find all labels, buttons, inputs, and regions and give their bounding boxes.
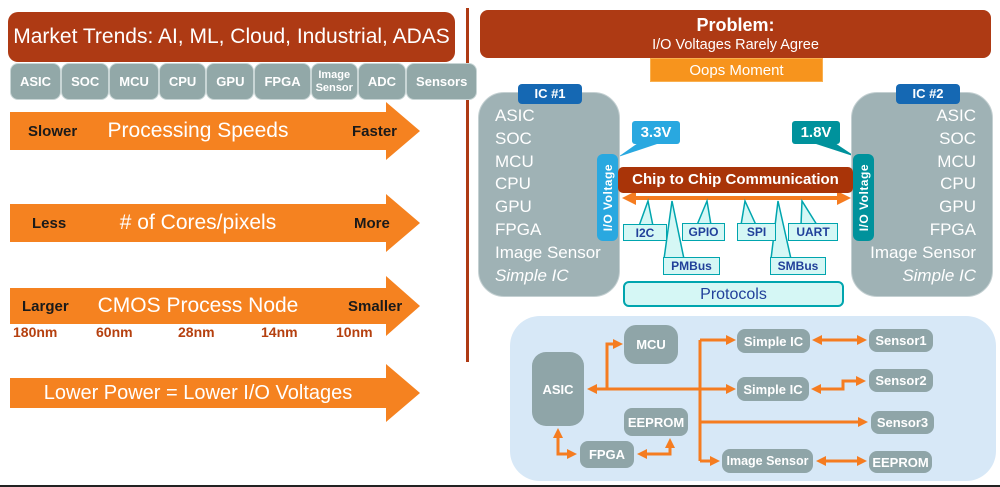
ic1-item: CPU [495, 174, 531, 194]
network-node-eeprom-a: EEPROM [624, 408, 688, 436]
network-node-eeprom-b: EEPROM [869, 451, 932, 473]
chip-mcu: MCU [109, 63, 159, 100]
voltage-callout-33: 3.3V [632, 121, 680, 144]
node-180nm: 180nm [13, 324, 58, 340]
ic1-box: ASIC SOC MCU CPU GPU FPGA Image Sensor S… [478, 92, 620, 297]
arrow3-center-label: CMOS Process Node [97, 294, 299, 317]
node-10nm: 10nm [336, 324, 373, 340]
ic2-list: ASIC SOC MCU CPU GPU FPGA Image Sensor S… [852, 93, 992, 287]
network-node-simple-ic-2: Simple IC [737, 377, 809, 401]
voltage-callout-18: 1.8V [792, 121, 840, 144]
network-node-sensor1: Sensor1 [869, 329, 933, 352]
spi-tail [740, 198, 758, 226]
chip-gpu: GPU [206, 63, 255, 100]
arrow1-right-label: Faster [352, 123, 398, 140]
problem-title: Problem: [696, 15, 775, 35]
ic1-io-voltage-label: I/O Voltage [600, 163, 615, 232]
chip-soc: SOC [61, 63, 110, 100]
voltage-callout-tail-18 [813, 143, 856, 157]
ic2-item: ASIC [936, 106, 976, 125]
gpio-tail [695, 198, 712, 226]
ic1-label: IC #1 [518, 84, 582, 104]
chip-image-sensor: Image Sensor [310, 63, 358, 100]
chip-row: ASIC SOC MCU CPU GPU FPGA Image Sensor A… [10, 63, 478, 100]
ic1-io-voltage-bar: I/O Voltage [597, 154, 618, 241]
chip-comm-bar: Chip to Chip Communication [618, 167, 853, 193]
pmbus-tail [663, 200, 685, 260]
chip-fpga: FPGA [254, 63, 311, 100]
arrow2-right-label: More [354, 215, 390, 232]
voltage-callout-tail-33 [618, 143, 660, 157]
chip-cpu: CPU [158, 63, 207, 100]
protocols-box: Protocols [623, 281, 844, 307]
i2c-tail [637, 198, 654, 227]
conclusion-arrow-label: Lower Power = Lower I/O Voltages [43, 382, 353, 404]
ic2-item: FPGA [929, 219, 976, 239]
ic1-item: FPGA [495, 219, 542, 239]
chip-asic: ASIC [10, 63, 62, 100]
ic1-item: SOC [495, 128, 532, 148]
chip-adc: ADC [357, 63, 407, 100]
ic2-item: MCU [937, 151, 976, 171]
arrow1-center-label: Processing Speeds [107, 119, 289, 142]
protocol-spi: SPI [737, 223, 776, 241]
ic2-item: Image Sensor [870, 242, 976, 262]
arrow3-right-label: Smaller [348, 298, 403, 315]
arrow2-center-label: # of Cores/pixels [119, 211, 277, 234]
uart-tail [800, 198, 819, 226]
trend-arrow-shapes [10, 102, 420, 422]
problem-subtitle: I/O Voltages Rarely Agree [652, 37, 819, 53]
ic2-label: IC #2 [896, 84, 960, 104]
network-node-asic: ASIC [532, 352, 584, 426]
ic2-item: SOC [939, 128, 976, 148]
oops-moment-badge: Oops Moment [650, 58, 823, 82]
node-28nm: 28nm [178, 324, 215, 340]
ic1-list: ASIC SOC MCU CPU GPU FPGA Image Sensor S… [479, 93, 619, 287]
network-node-fpga: FPGA [580, 441, 634, 468]
ic2-item: CPU [940, 174, 976, 194]
chip-comm-double-arrow [622, 191, 851, 205]
protocol-gpio: GPIO [682, 223, 725, 241]
ic1-item: MCU [495, 151, 534, 171]
network-node-sensor3: Sensor3 [871, 411, 934, 434]
protocol-uart: UART [788, 223, 838, 241]
ic2-item: Simple IC [902, 265, 976, 285]
node-14nm: 14nm [261, 324, 298, 340]
ic2-item: GPU [939, 197, 976, 217]
ic2-box: ASIC SOC MCU CPU GPU FPGA Image Sensor S… [851, 92, 993, 297]
ic2-io-voltage-bar: I/O Voltage [853, 154, 874, 241]
protocol-pmbus: PMBus [663, 257, 720, 275]
ic1-item: GPU [495, 197, 532, 217]
node-60nm: 60nm [96, 324, 133, 340]
protocol-smbus: SMBus [770, 257, 826, 275]
network-node-image-sensor: Image Sensor [722, 449, 813, 473]
protocol-i2c: I2C [623, 224, 667, 241]
ic1-item: Image Sensor [495, 242, 601, 262]
market-trends-banner: Market Trends: AI, ML, Cloud, Industrial… [8, 12, 455, 62]
network-node-sensor2: Sensor2 [869, 369, 933, 392]
network-node-simple-ic-1: Simple IC [737, 329, 810, 353]
network-node-mcu: MCU [624, 325, 678, 364]
section-divider-line [466, 8, 469, 362]
ic2-io-voltage-label: I/O Voltage [856, 163, 871, 232]
chip-sensors: Sensors [406, 63, 478, 100]
ic1-item: Simple IC [495, 265, 569, 285]
ic1-item: ASIC [495, 106, 535, 125]
problem-banner: Problem: I/O Voltages Rarely Agree [480, 10, 991, 58]
